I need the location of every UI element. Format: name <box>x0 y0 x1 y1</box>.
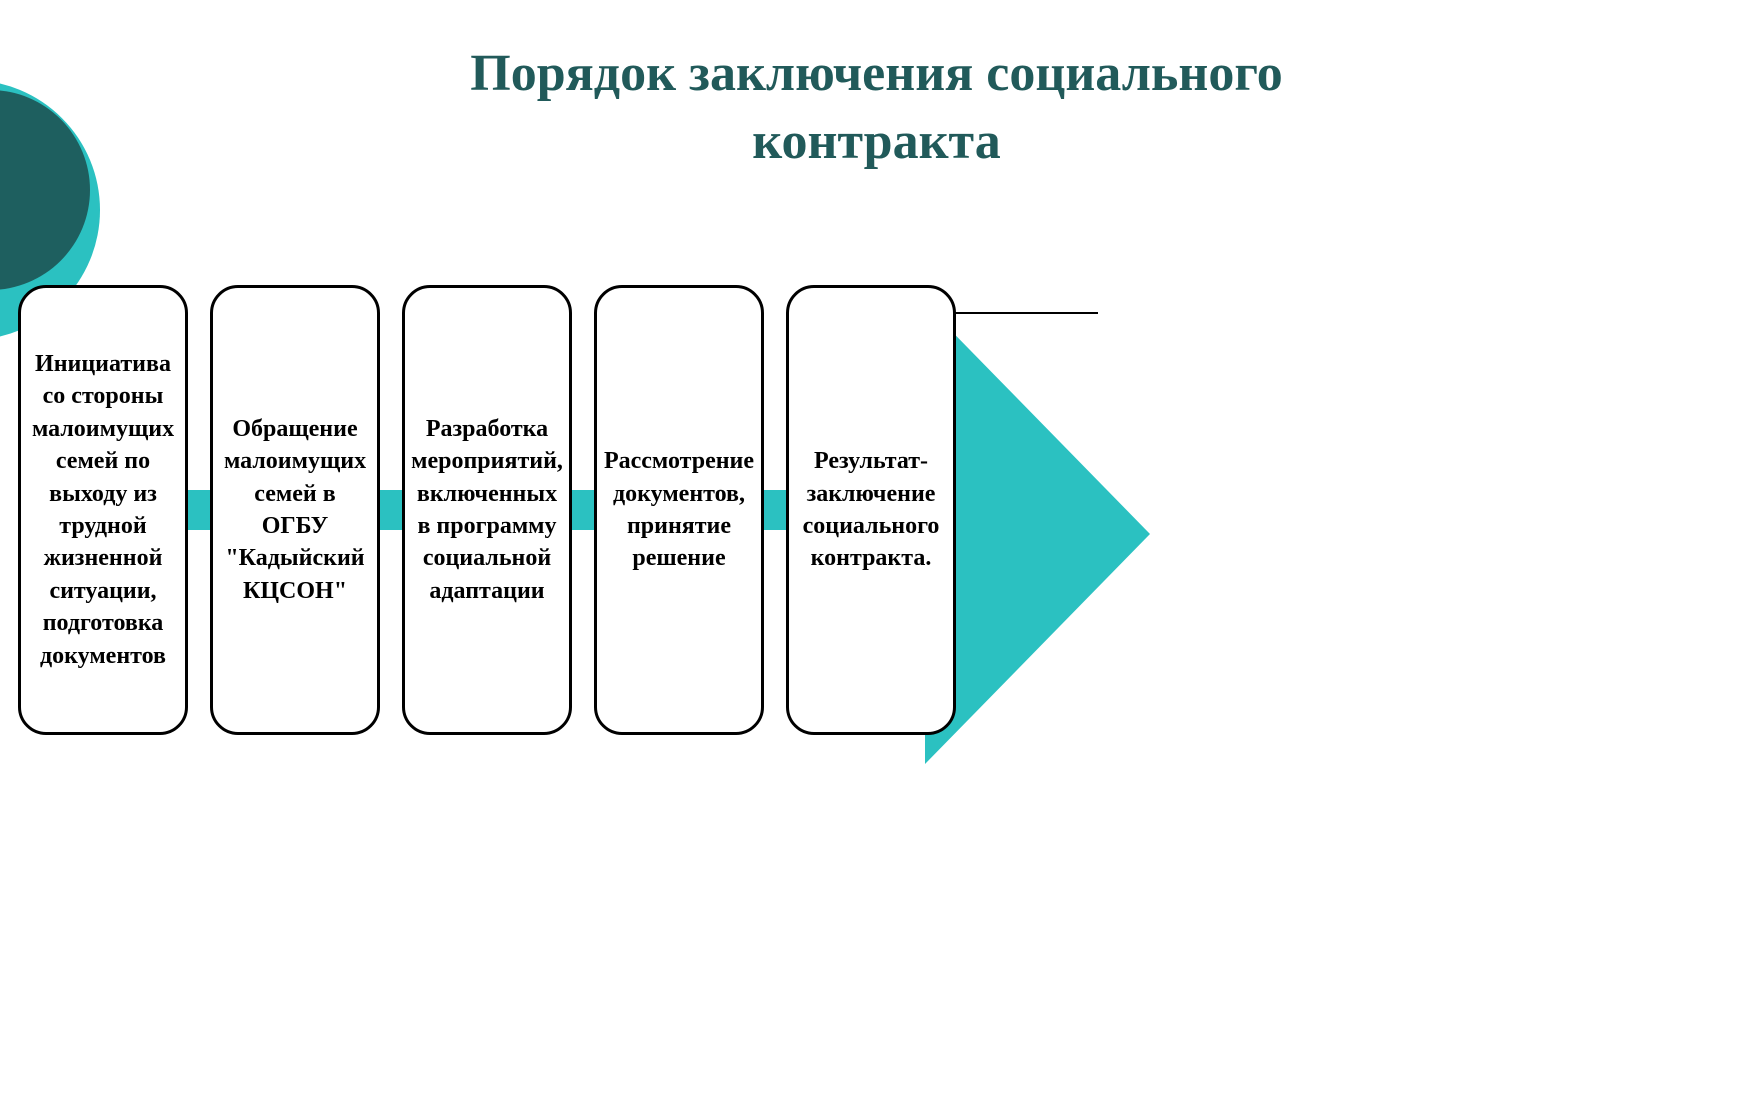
step-text-3: Разработка мероприятий, включенных в про… <box>411 413 563 607</box>
step-box-3: Разработка мероприятий, включенных в про… <box>402 285 572 735</box>
step-box-2: Обращение малоимущих семей в ОГБУ "Кадый… <box>210 285 380 735</box>
step-box-1: Инициатива со стороны малоимущих семей п… <box>18 285 188 735</box>
step-text-2: Обращение малоимущих семей в ОГБУ "Кадый… <box>219 413 371 607</box>
step-text-5: Результат- заключение социального контра… <box>795 445 947 575</box>
step-box-4: Рассмотрение документов, принятие решени… <box>594 285 764 735</box>
page-title: Порядок заключения социального контракта <box>0 40 1753 175</box>
step-box-5: Результат- заключение социального контра… <box>786 285 956 735</box>
step-text-4: Рассмотрение документов, принятие решени… <box>603 445 755 575</box>
flow-container: Инициатива со стороны малоимущих семей п… <box>18 285 956 735</box>
arrow-head <box>925 304 1150 764</box>
step-text-1: Инициатива со стороны малоимущих семей п… <box>27 348 179 672</box>
